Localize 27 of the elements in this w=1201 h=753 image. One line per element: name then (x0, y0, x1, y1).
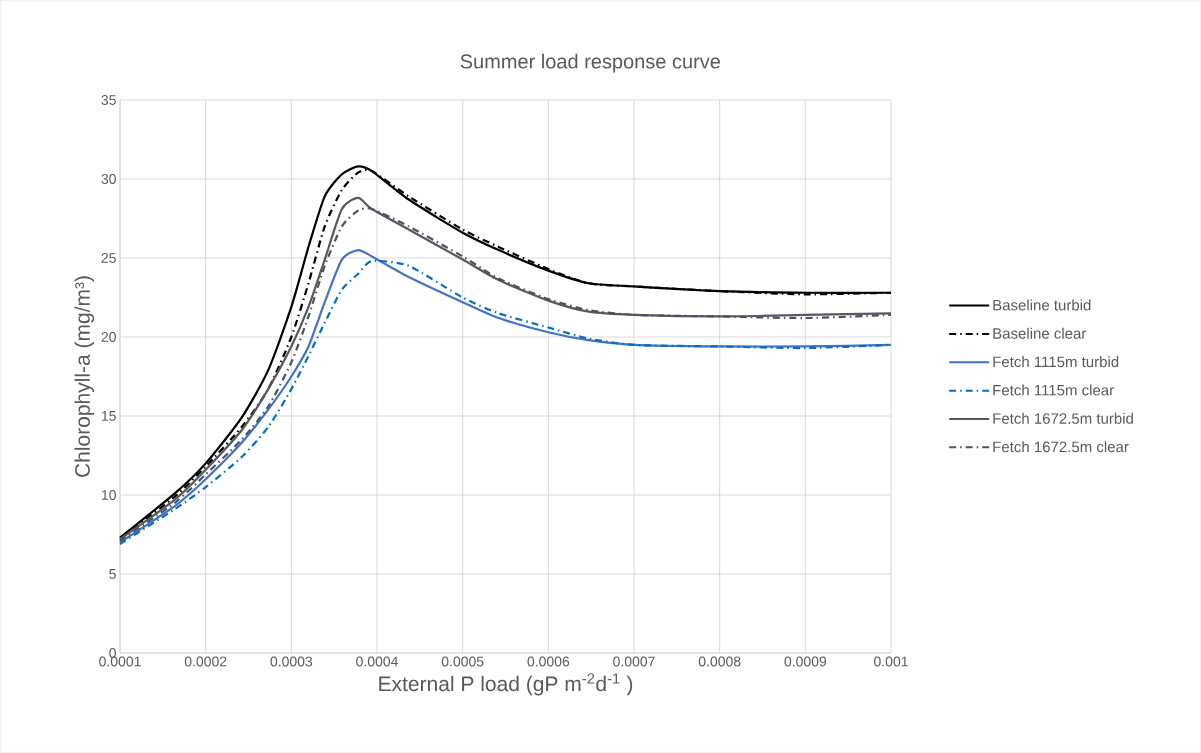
legend-label: Baseline turbid (993, 299, 1091, 311)
x-tick-label: 0.0005 (441, 656, 484, 667)
y-axis-title: Chlorophyll-a (mg/m³) (74, 276, 95, 477)
x-tick-label: 0.0001 (99, 656, 141, 667)
y-tick-label: 25 (101, 253, 116, 263)
legend-label: Fetch 1672.5m turbid (993, 412, 1133, 424)
legend-label: Baseline clear (993, 327, 1087, 339)
x-tick-label: 0.0007 (613, 656, 655, 667)
x-tick-label: 0.0009 (784, 656, 827, 667)
y-tick-label: 35 (101, 95, 116, 105)
y-tick-label: 30 (101, 174, 116, 184)
legend-label: Fetch 1672.5m clear (993, 441, 1129, 453)
x-tick-label: 0.0006 (527, 656, 570, 667)
chart-title: Summer load response curve (460, 53, 720, 73)
y-tick-label: 0 (109, 648, 116, 658)
x-tick-label: 0.0008 (698, 656, 741, 667)
x-tick-label: 0.0002 (184, 656, 227, 667)
y-tick-label: 15 (101, 411, 116, 421)
x-tick-label: 0.0004 (356, 656, 398, 667)
y-tick-label: 10 (101, 490, 116, 500)
x-tick-label: 0.001 (874, 656, 908, 667)
legend-label: Fetch 1115m clear (993, 384, 1114, 396)
y-tick-label: 5 (109, 569, 116, 579)
x-axis-title: External P load (gP m$^{-2}$d$^{-1}$ ) (379, 673, 633, 696)
legend-label: Fetch 1115m turbid (993, 356, 1119, 368)
y-tick-label: 20 (101, 332, 116, 342)
x-tick-label: 0.0003 (270, 656, 313, 667)
